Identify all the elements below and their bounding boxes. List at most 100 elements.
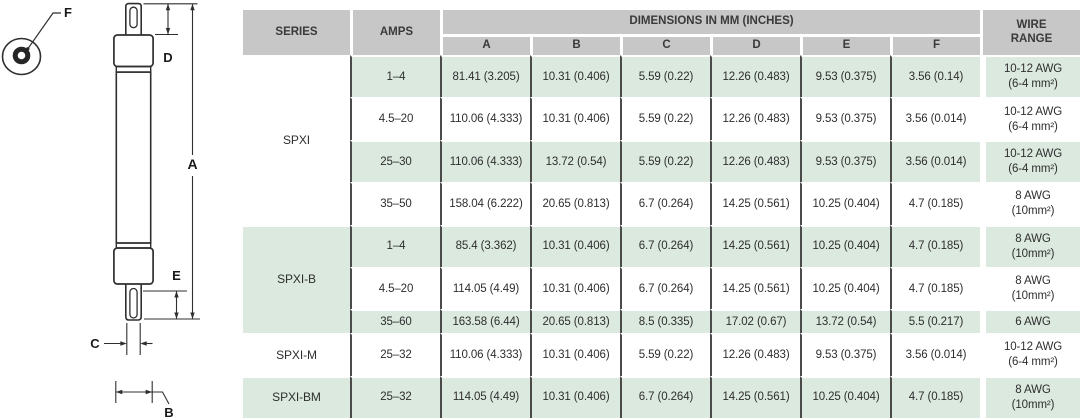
- header-row-sub: A B C D E F: [243, 34, 1080, 55]
- wire-range-line: (6-4 mm²): [1008, 162, 1058, 175]
- label-c: C: [90, 336, 100, 351]
- dim-f-cell: 4.7 (0.185): [890, 375, 981, 418]
- table-row: 4.5–20 110.06 (4.333) 10.31 (0.406) 5.59 (0…: [243, 97, 1080, 140]
- dim-e-cell: 10.25 (0.404): [800, 266, 890, 310]
- header-amps: AMPS: [350, 10, 440, 55]
- table-row: 35–50 158.04 (6.222) 20.65 (0.813) 6.7 (0.2…: [243, 182, 1080, 225]
- dim-c-cell: 6.7 (0.264): [620, 375, 710, 418]
- dim-b-cell: 20.65 (0.813): [530, 182, 620, 225]
- wire-range-line: 10-12 AWG: [1003, 341, 1063, 354]
- wire-range-cell: 10-12 AWG (6-4 mm²): [980, 139, 1080, 183]
- wire-range-cell: 10-12 AWG (6-4 mm²): [980, 97, 1080, 140]
- dim-c-cell: 5.59 (0.22): [620, 97, 710, 140]
- table-row: 35–60 163.58 (6.44) 20.65 (0.813) 8.5 (0.33…: [243, 309, 1080, 334]
- wire-range-cell: 6 AWG: [980, 309, 1080, 334]
- dim-b-cell: 10.31 (0.406): [530, 266, 620, 310]
- dim-e-cell: 10.25 (0.404): [800, 182, 890, 225]
- dim-b-cell: 10.31 (0.406): [530, 55, 620, 98]
- header-row-top: SERIES AMPS DIMENSIONS IN MM (INCHES) WI…: [243, 10, 1080, 55]
- table-row: 25–30 110.06 (4.333) 13.72 (0.54) 5.59 (0.2…: [243, 139, 1080, 183]
- table-row: 4.5–20 114.05 (4.49) 10.31 (0.406) 6.7 (0.2…: [243, 266, 1080, 310]
- amps-cell: 1–4: [350, 224, 440, 267]
- dim-d-cell: 12.26 (0.483): [710, 333, 800, 376]
- dim-f-cell: 3.56 (0.14): [890, 55, 981, 98]
- dim-f-cell: 5.5 (0.217): [890, 309, 981, 334]
- dim-c-cell: 6.7 (0.264): [620, 224, 710, 267]
- dim-c-cell: 5.59 (0.22): [620, 139, 710, 183]
- label-d: D: [163, 50, 172, 65]
- dimension-lines: [104, 3, 200, 405]
- wire-range-line: (6-4 mm²): [1008, 78, 1058, 91]
- top-terminal-slot: [129, 6, 138, 29]
- dim-f-cell: 3.56 (0.014): [890, 97, 981, 140]
- dim-a-cell: 114.05 (4.49): [440, 375, 530, 418]
- dim-e-cell: 9.53 (0.375): [800, 139, 890, 183]
- fuse-end-view: [1, 12, 61, 76]
- table-header: SERIES AMPS DIMENSIONS IN MM (INCHES) WI…: [243, 10, 1080, 55]
- series-cell: SPXI: [243, 55, 350, 225]
- header-dim-a: A: [440, 34, 530, 55]
- dim-c-cell: 8.5 (0.335): [620, 309, 710, 334]
- dim-a-cell: 114.05 (4.49): [440, 266, 530, 310]
- label-f: F: [64, 5, 72, 20]
- amps-cell: 1–4: [350, 55, 440, 98]
- dim-d-cell: 17.02 (0.67): [710, 309, 800, 334]
- dim-d-cell: 12.26 (0.483): [710, 55, 800, 98]
- series-cell: SPXI-M: [243, 333, 350, 376]
- wire-range-line: (10mm²): [1011, 290, 1055, 303]
- dim-f-cell: 3.56 (0.014): [890, 139, 981, 183]
- wire-range-cell: 8 AWG (10mm²): [980, 224, 1080, 267]
- dim-b-cell: 10.31 (0.406): [530, 97, 620, 140]
- wire-range-cell: 8 AWG (10mm²): [980, 266, 1080, 310]
- fuse-dimension-diagram: F D A E C B: [1, 2, 200, 419]
- amps-cell: 4.5–20: [350, 266, 440, 310]
- dim-b-cell: 10.31 (0.406): [530, 224, 620, 267]
- dim-e-cell: 9.53 (0.375): [800, 55, 890, 98]
- bottom-cap: [113, 247, 154, 285]
- amps-cell: 35–50: [350, 182, 440, 225]
- dim-a-cell: 85.4 (3.362): [440, 224, 530, 267]
- wire-range-line: (10mm²): [1011, 398, 1055, 411]
- dim-e-cell: 9.53 (0.375): [800, 97, 890, 140]
- dim-d-cell: 14.25 (0.561): [710, 224, 800, 267]
- fuse-body: [115, 71, 152, 244]
- table-row: SPXI-B 1–4 85.4 (3.362) 10.31 (0.406) 6.7 (0…: [243, 224, 1080, 334]
- wire-range-cell: 10-12 AWG (6-4 mm²): [980, 55, 1080, 98]
- dim-c-cell: 6.7 (0.264): [620, 182, 710, 225]
- dim-d-cell: 14.25 (0.561): [710, 266, 800, 310]
- wire-range-line: 8 AWG: [1015, 190, 1051, 203]
- fuse-outline: [113, 2, 154, 321]
- dim-c-cell: 6.7 (0.264): [620, 266, 710, 310]
- dim-b-cell: 10.31 (0.406): [530, 333, 620, 376]
- dim-f-cell: 4.7 (0.185): [890, 224, 981, 267]
- dim-f-cell: 4.7 (0.185): [890, 182, 981, 225]
- dim-b-cell: 13.72 (0.54): [530, 139, 620, 183]
- dim-a-cell: 110.06 (4.333): [440, 97, 530, 140]
- dim-d-cell: 12.26 (0.483): [710, 139, 800, 183]
- wire-range-cell: 8 AWG (10mm²): [980, 375, 1080, 418]
- table-row: SPXI-M 25–32 110.06 (4.333) 10.31 (0.406) 5.…: [243, 333, 1080, 376]
- wire-range-cell: 8 AWG (10mm²): [980, 182, 1080, 225]
- dim-a-cell: 163.58 (6.44): [440, 309, 530, 334]
- dimensions-table: SERIES AMPS DIMENSIONS IN MM (INCHES) WI…: [243, 10, 1080, 418]
- header-dim-f: F: [890, 34, 981, 55]
- label-e: E: [172, 268, 181, 283]
- dim-f-cell: 4.7 (0.185): [890, 266, 981, 310]
- label-a: A: [187, 156, 197, 172]
- f-leader-line: [27, 12, 61, 50]
- header-dim-e: E: [800, 34, 890, 55]
- wire-range-line: 10-12 AWG: [1003, 63, 1063, 76]
- top-terminal-tip: [125, 2, 142, 35]
- end-view-outline: [1, 37, 42, 76]
- dim-a-cell: 110.06 (4.333): [440, 333, 530, 376]
- dim-f-cell: 3.56 (0.014): [890, 333, 981, 376]
- wire-range-cell: 10-12 AWG (6-4 mm²): [980, 333, 1080, 376]
- wire-range-line: 10-12 AWG: [1003, 148, 1063, 161]
- dim-e-cell: 10.25 (0.404): [800, 375, 890, 418]
- dim-d-cell: 12.26 (0.483): [710, 97, 800, 140]
- wire-range-line: (6-4 mm²): [1008, 356, 1058, 369]
- header-dim-d: D: [710, 34, 800, 55]
- top-cap: [113, 34, 154, 68]
- series-cell: SPXI-BM: [243, 375, 350, 418]
- wire-range-line: 8 AWG: [1015, 232, 1051, 245]
